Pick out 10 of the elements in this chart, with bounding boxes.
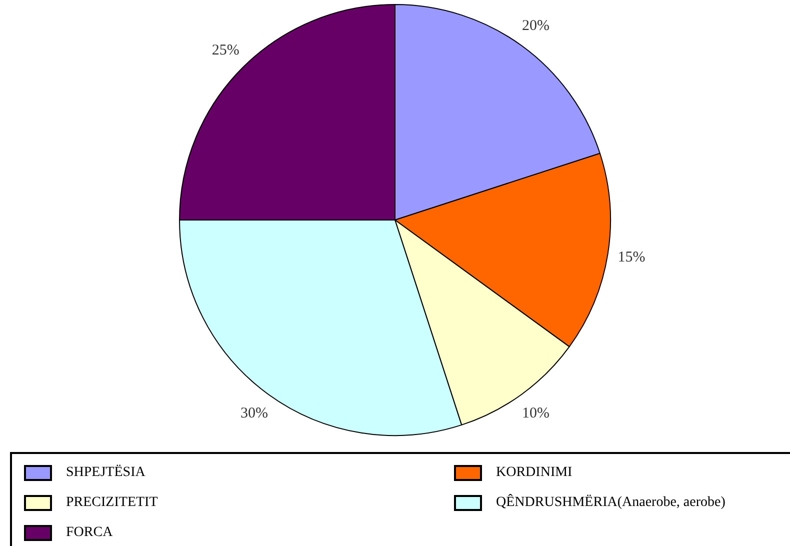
data-label: 30% <box>240 406 268 422</box>
legend-label: SHPEJTËSIA <box>66 465 146 481</box>
data-label: 20% <box>522 18 550 34</box>
data-label: 10% <box>522 406 550 422</box>
data-label: 25% <box>212 42 240 59</box>
data-label: 15% <box>618 249 646 266</box>
legend-label: QÊNDRUSHMËRIA(Anaerobe, aerobe) <box>496 495 726 511</box>
legend-label: PRECIZITETIT <box>66 495 158 511</box>
legend-label: KORDINIMI <box>496 465 572 481</box>
legend-label: FORCA <box>66 525 113 541</box>
